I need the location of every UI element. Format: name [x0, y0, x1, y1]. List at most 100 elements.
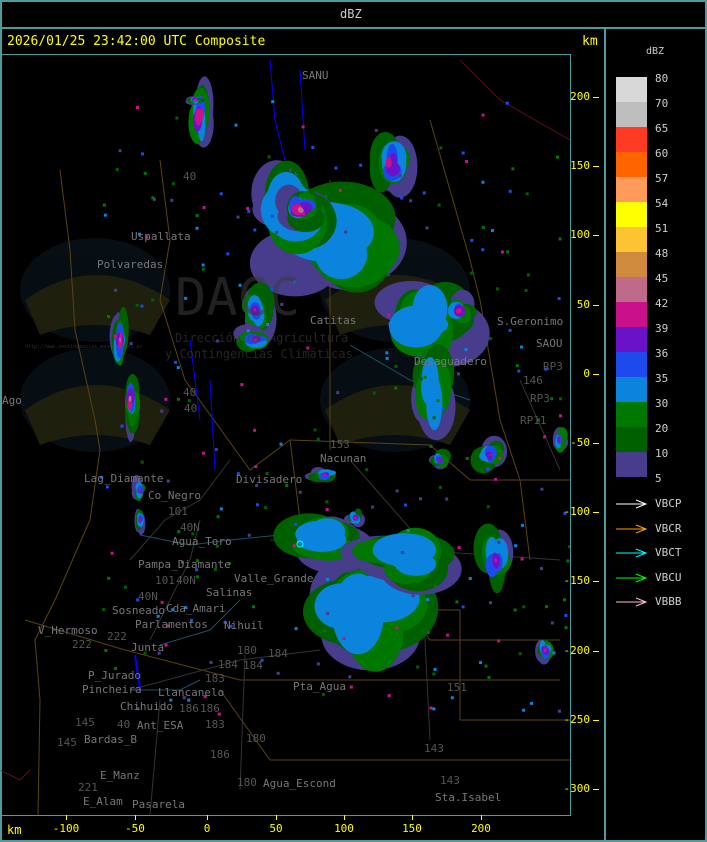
- route-label: 40N: [180, 521, 200, 534]
- place-label: Agua_Toro: [172, 535, 232, 548]
- watermark-logo-text: DACC: [175, 268, 300, 328]
- echo-pixel: [184, 606, 188, 610]
- echo-pixel: [301, 125, 305, 129]
- echo-pixel: [432, 707, 436, 711]
- echo-pixel: [455, 600, 459, 604]
- place-label: Llancanelo: [158, 686, 224, 699]
- echo-pixel: [107, 576, 111, 580]
- legend-swatch: [616, 327, 647, 352]
- echo-pixel: [433, 574, 437, 578]
- echo-pixel: [343, 280, 347, 284]
- route-label: 145: [75, 716, 95, 729]
- echo-pixel: [187, 698, 191, 702]
- echo-pixel: [371, 505, 375, 509]
- x-tick-label: -100: [52, 822, 80, 835]
- echo-cell: [559, 439, 561, 441]
- echo-pixel: [481, 180, 485, 184]
- echo-pixel: [323, 629, 327, 633]
- echo-pixel: [400, 551, 404, 555]
- y-tick-label: -250: [563, 712, 591, 726]
- echo-pixel: [316, 437, 320, 441]
- y-axis-unit: km: [582, 34, 598, 49]
- echo-pixel: [359, 163, 363, 167]
- echo-pixel: [508, 328, 512, 332]
- echo-pixel: [201, 267, 205, 271]
- echo-pixel: [195, 559, 199, 563]
- echo-pixel: [247, 533, 251, 537]
- echo-pixel: [563, 511, 567, 515]
- echo-pixel: [429, 706, 433, 710]
- echo-pixel: [298, 490, 302, 494]
- legend-swatch: [616, 127, 647, 152]
- watermark-line1: Dirección de Agricultura: [175, 331, 348, 345]
- echo-pixel: [219, 507, 223, 511]
- legend-scale-label: 70: [655, 97, 669, 110]
- echo-pixel: [160, 409, 164, 413]
- echo-pixel: [392, 627, 396, 631]
- echo-pixel: [522, 605, 526, 609]
- echo-pixel: [184, 296, 188, 300]
- x-axis-unit: km: [7, 823, 22, 837]
- echo-pixel: [464, 348, 468, 352]
- radar-map[interactable]: DACC Dirección de Agricultura y Continge…: [0, 54, 571, 816]
- echo-pixel: [406, 529, 410, 533]
- place-label: Sta.Isabel: [435, 791, 501, 804]
- legend-swatch: [616, 252, 647, 277]
- echo-pixel: [386, 273, 390, 277]
- echo-pixel: [497, 639, 501, 643]
- echo-pixel: [302, 212, 306, 216]
- route-label: 180: [237, 644, 257, 657]
- legend-swatch: [616, 227, 647, 252]
- echo-cell: [421, 356, 439, 402]
- echo-pixel: [118, 149, 122, 153]
- echo-pixel: [433, 584, 437, 588]
- place-label: Sosneado: [112, 604, 165, 617]
- y-tick-label: -100: [563, 505, 591, 519]
- route-label: 40: [117, 718, 130, 731]
- echo-pixel: [164, 643, 168, 647]
- echo-pixel: [495, 287, 499, 291]
- echo-pixel: [288, 168, 292, 172]
- route-label: 221: [78, 781, 98, 794]
- echo-pixel: [429, 444, 433, 448]
- echo-pixel: [135, 105, 139, 109]
- echo-pixel: [438, 485, 442, 489]
- route-label: 40: [183, 386, 196, 399]
- echo-pixel: [143, 651, 147, 655]
- echo-pixel: [246, 207, 250, 211]
- legend-swatch: [616, 427, 647, 452]
- x-tick-label: 50: [269, 822, 283, 835]
- route-label: 180: [246, 732, 266, 745]
- echo-pixel: [480, 537, 484, 541]
- echo-pixel: [508, 189, 512, 193]
- echo-pixel: [520, 557, 524, 561]
- echo-pixel: [253, 228, 257, 232]
- echo-pixel: [113, 666, 117, 670]
- echo-pixel: [530, 701, 534, 705]
- echo-pixel: [176, 397, 180, 401]
- echo-pixel: [191, 532, 195, 536]
- echo-pixel: [409, 199, 413, 203]
- y-tick-label: -150: [563, 574, 591, 588]
- header-title: dBZ: [340, 7, 362, 21]
- y-tick-mark: [593, 512, 599, 514]
- echo-pixel: [461, 605, 465, 609]
- echo-pixel: [464, 160, 468, 164]
- y-tick-mark: [593, 373, 599, 375]
- route-label: 184: [243, 659, 263, 672]
- echo-pixel: [171, 608, 175, 612]
- echo-pixel: [229, 624, 233, 628]
- echo-pixel: [219, 192, 223, 196]
- legend-scale-label: 80: [655, 72, 669, 85]
- echo-pixel: [558, 237, 562, 241]
- radar-name: VBCT: [655, 546, 682, 559]
- echo-cell: [298, 208, 304, 213]
- echo-pixel: [271, 100, 275, 104]
- radar-arrow-icon: [616, 524, 648, 533]
- echo-cell: [385, 159, 392, 168]
- place-label: Pta_Agua: [293, 680, 346, 693]
- echo-pixel: [517, 369, 521, 373]
- radar-map-canvas: DACC Dirección de Agricultura y Continge…: [1, 59, 570, 815]
- echo-pixel: [189, 618, 193, 622]
- echo-cell: [438, 459, 441, 462]
